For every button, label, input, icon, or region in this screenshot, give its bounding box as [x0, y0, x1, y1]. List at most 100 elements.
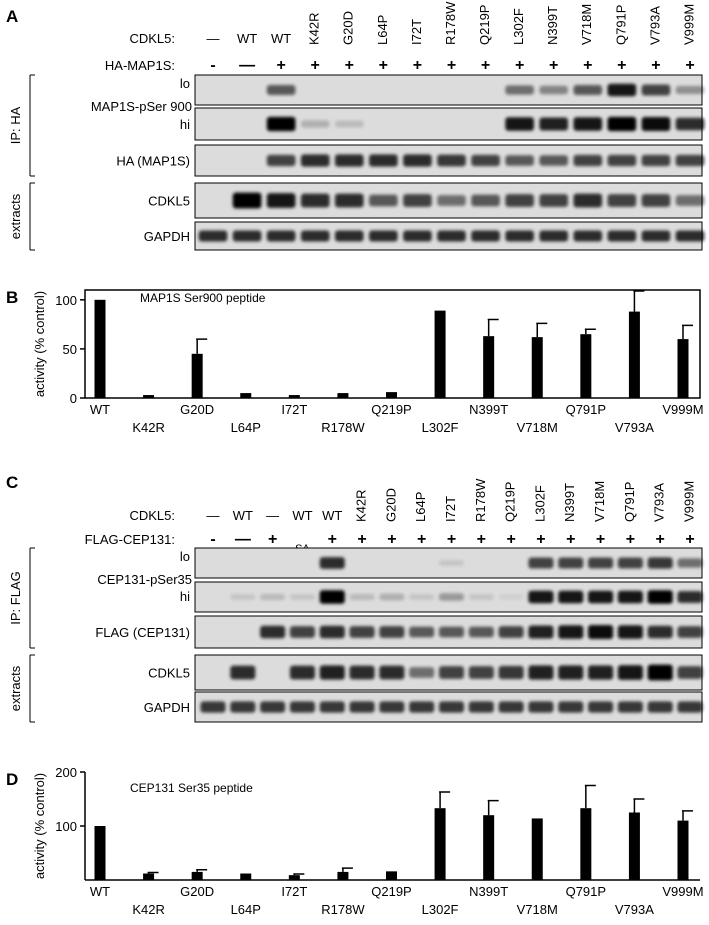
row-label: CDKL5 — [148, 666, 190, 681]
band — [471, 230, 500, 242]
lane-label: V999M — [681, 4, 696, 45]
band — [369, 154, 398, 167]
band — [468, 666, 494, 679]
lane-label: — — [207, 31, 220, 46]
band — [528, 665, 554, 680]
condition-label: + — [417, 531, 426, 548]
bar — [434, 808, 446, 880]
lane-label: N399T — [562, 483, 577, 522]
band — [409, 594, 435, 600]
lane-label: Q791P — [613, 5, 628, 45]
lane-label: R178W — [443, 1, 458, 45]
band — [369, 194, 398, 207]
panel-letter: A — [6, 7, 18, 26]
error-bar — [536, 322, 548, 338]
band — [334, 154, 364, 167]
band — [528, 701, 554, 713]
band — [266, 84, 296, 96]
band — [300, 154, 330, 167]
y-tick-label: 100 — [55, 293, 77, 308]
band — [300, 230, 330, 242]
lane-label: K42R — [307, 12, 322, 45]
x-tick-label: N399T — [469, 402, 508, 417]
band — [573, 154, 603, 167]
band — [677, 591, 703, 603]
condition-label: — — [239, 57, 255, 74]
x-tick-label: WT — [90, 402, 110, 417]
lane-label: — — [207, 508, 220, 523]
band — [607, 194, 637, 207]
lane-label: WT — [233, 508, 253, 523]
lane-label: — — [266, 508, 279, 523]
band — [437, 154, 466, 167]
band — [505, 85, 534, 95]
band — [675, 86, 705, 94]
x-tick-label: V999M — [662, 884, 703, 899]
x-tick-label: R178W — [321, 902, 365, 917]
x-tick-label: Q219P — [371, 402, 411, 417]
condition-label: + — [566, 531, 575, 548]
y-tick-label: 100 — [55, 819, 77, 834]
error-bar — [196, 868, 208, 872]
bar — [337, 393, 349, 398]
lane-label: R178W — [473, 478, 488, 522]
x-tick-label: V718M — [517, 420, 558, 435]
band — [539, 194, 569, 207]
band — [617, 625, 643, 639]
row-label: GAPDH — [144, 700, 190, 715]
condition-label: + — [596, 531, 605, 548]
band — [198, 230, 228, 242]
row-label: CDKL5 — [148, 194, 190, 209]
band — [468, 701, 494, 713]
panel-letter: D — [6, 770, 18, 789]
band — [641, 194, 671, 207]
band — [675, 117, 705, 131]
band — [438, 560, 465, 566]
band — [607, 154, 637, 167]
bar — [628, 311, 640, 398]
chart-title: MAP1S Ser900 peptide — [140, 291, 266, 305]
antibody-label: CEP131-pSer35 — [97, 572, 192, 587]
bar — [143, 873, 155, 880]
band — [260, 701, 286, 713]
band — [230, 665, 256, 680]
condition-label: + — [311, 57, 320, 74]
band — [573, 230, 603, 242]
bar — [531, 818, 543, 880]
condition-label: + — [651, 57, 660, 74]
band — [266, 230, 296, 242]
band — [498, 665, 524, 680]
x-tick-label: Q791P — [566, 884, 606, 899]
band — [498, 701, 524, 713]
band — [558, 701, 584, 713]
band — [677, 701, 703, 713]
condition-label: - — [210, 57, 215, 74]
condition-label: + — [379, 57, 388, 74]
band — [438, 666, 465, 679]
band — [677, 558, 703, 568]
lane-label: WT — [237, 31, 257, 46]
band — [438, 701, 465, 713]
lane-header: CDKL5: — [129, 31, 175, 46]
band — [573, 193, 603, 208]
band — [300, 193, 330, 208]
condition-label: + — [447, 57, 456, 74]
lane-label: I72T — [409, 19, 424, 45]
band — [675, 195, 705, 206]
bar — [628, 812, 640, 880]
band — [409, 626, 435, 638]
bar — [677, 820, 689, 880]
lane-label: V793A — [652, 483, 667, 522]
lane-label: V999M — [681, 481, 696, 522]
band — [607, 230, 637, 242]
bar — [677, 339, 689, 398]
condition-label: + — [617, 57, 626, 74]
condition-label: + — [656, 531, 665, 548]
row-label: FLAG (CEP131) — [95, 625, 190, 640]
band — [539, 155, 569, 166]
group-label: IP: FLAG — [8, 571, 23, 624]
band — [200, 701, 226, 713]
lane-label: L302F — [511, 8, 526, 45]
band — [349, 626, 375, 638]
